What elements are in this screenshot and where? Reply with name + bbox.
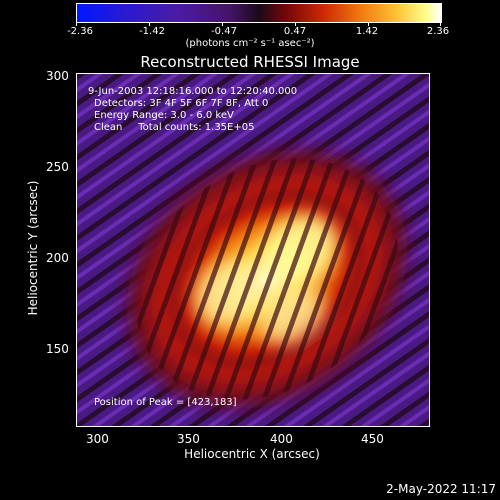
info-energy-range: Energy Range: 3.0 - 6.0 keV (94, 110, 234, 121)
x-axis-label: Heliocentric X (arcsec) (184, 447, 320, 461)
y-axis-label: Heliocentric Y (arcsec) (26, 180, 40, 316)
info-detectors: Detectors: 3F 4F 5F 6F 7F 8F, Att 0 (94, 98, 269, 109)
info-peak-position: Position of Peak = [423,183] (94, 397, 237, 408)
colorbar-tick (76, 22, 77, 26)
colorbar-tick-label: -1.42 (139, 26, 165, 37)
x-tick-label: 350 (177, 432, 200, 446)
info-clean-counts: Clean Total counts: 1.35E+05 (94, 122, 255, 133)
colorbar-units: (photons cm⁻² s⁻¹ asec⁻²) (185, 38, 315, 49)
colorbar-tick (368, 22, 369, 26)
y-tick-label: 150 (46, 342, 69, 356)
colorbar-tick-label: -2.36 (67, 26, 93, 37)
colorbar-tick-label: 1.42 (355, 26, 379, 37)
x-tick-label: 450 (361, 432, 384, 446)
timestamp: 2-May-2022 11:17 (386, 482, 496, 496)
y-tick-label: 250 (46, 160, 69, 174)
emission-region (126, 149, 408, 409)
x-tick-label: 400 (270, 432, 293, 446)
x-tick-label: 300 (86, 432, 109, 446)
colorbar-tick-label: -0.47 (211, 26, 237, 37)
colorbar-tick-label: 0.47 (283, 26, 307, 37)
colorbar (76, 3, 442, 23)
image-title: Reconstructed RHESSI Image (140, 53, 360, 71)
y-tick-label: 300 (46, 69, 69, 83)
image-plot (76, 73, 430, 427)
colorbar-tick (222, 22, 223, 26)
colorbar-tick-label: 2.36 (426, 26, 450, 37)
y-tick-label: 200 (46, 251, 69, 265)
colorbar-tick (440, 22, 441, 26)
colorbar-tick (149, 22, 150, 26)
colorbar-tick (295, 22, 296, 26)
rhessi-image (77, 74, 429, 426)
info-time-range: 9-Jun-2003 12:18:16.000 to 12:20:40.000 (88, 86, 298, 97)
